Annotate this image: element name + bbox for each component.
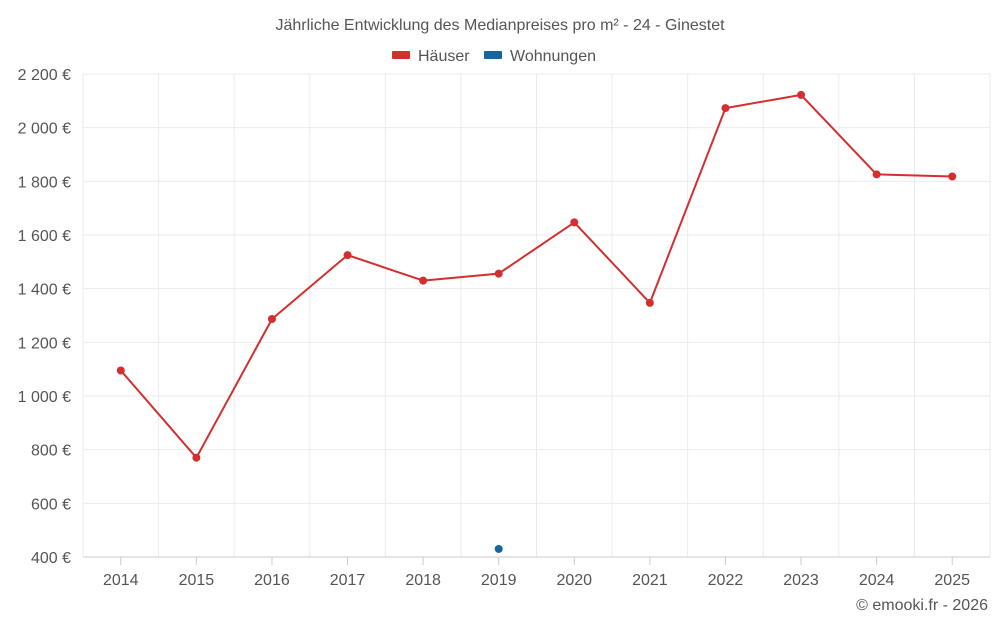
x-tick-label: 2014 <box>103 572 139 589</box>
data-point-haeuser[interactable] <box>419 276 428 285</box>
y-tick-label: 400 € <box>31 550 71 567</box>
x-tick-label: 2023 <box>783 572 819 589</box>
data-point-wohnungen[interactable] <box>494 544 503 553</box>
y-tick-label: 1 200 € <box>18 335 71 352</box>
y-tick-label: 2 200 € <box>18 67 71 84</box>
legend: Häuser Wohnungen <box>392 48 596 65</box>
chart-title: Jährliche Entwicklung des Medianpreises … <box>275 17 725 34</box>
series-wohnungen <box>494 544 503 553</box>
x-tick-label: 2015 <box>179 572 215 589</box>
data-point-haeuser[interactable] <box>267 314 276 323</box>
series-line-haeuser <box>120 93 953 459</box>
axes: 400 € 600 € 800 € 1 000 € 1 200 € 1 400 € 1 60… <box>18 67 990 589</box>
y-tick-label: 800 € <box>31 443 71 460</box>
x-tick-label: 2018 <box>405 572 441 589</box>
y-tick-label: 600 € <box>31 496 71 513</box>
legend-item-wohnungen[interactable]: Wohnungen <box>484 48 596 65</box>
data-point-haeuser[interactable] <box>192 453 201 462</box>
grid <box>82 73 991 557</box>
legend-swatch-haeuser <box>392 51 410 59</box>
legend-label-haeuser: Häuser <box>418 48 470 65</box>
data-point-haeuser[interactable] <box>797 90 806 99</box>
legend-label-wohnungen: Wohnungen <box>510 48 596 65</box>
y-tick-label: 1 800 € <box>18 174 71 191</box>
credit-text: © emooki.fr - 2026 <box>856 597 988 614</box>
x-tick-label: 2017 <box>330 572 366 589</box>
y-tick-label: 2 000 € <box>18 121 71 138</box>
x-tick-label: 2022 <box>708 572 744 589</box>
data-point-haeuser[interactable] <box>494 269 503 278</box>
x-tick-label: 2016 <box>254 572 290 589</box>
y-tick-label: 1 000 € <box>18 389 71 406</box>
data-point-haeuser[interactable] <box>721 104 730 113</box>
legend-swatch-wohnungen <box>484 51 502 59</box>
x-tick-label: 2021 <box>632 572 668 589</box>
data-point-haeuser[interactable] <box>872 170 881 179</box>
y-tick-label: 1 400 € <box>18 282 71 299</box>
data-point-haeuser[interactable] <box>570 218 579 227</box>
data-point-haeuser[interactable] <box>645 298 654 307</box>
x-tick-label: 2020 <box>556 572 592 589</box>
data-point-haeuser[interactable] <box>343 251 352 260</box>
x-tick-label: 2019 <box>481 572 517 589</box>
legend-item-haeuser[interactable]: Häuser <box>392 48 470 65</box>
series-haeuser <box>116 90 957 462</box>
y-tick-label: 1 600 € <box>18 228 71 245</box>
x-tick-label: 2024 <box>859 572 895 589</box>
data-point-haeuser[interactable] <box>948 172 957 181</box>
x-tick-label: 2025 <box>934 572 970 589</box>
series <box>116 90 957 553</box>
data-point-haeuser[interactable] <box>116 366 125 375</box>
